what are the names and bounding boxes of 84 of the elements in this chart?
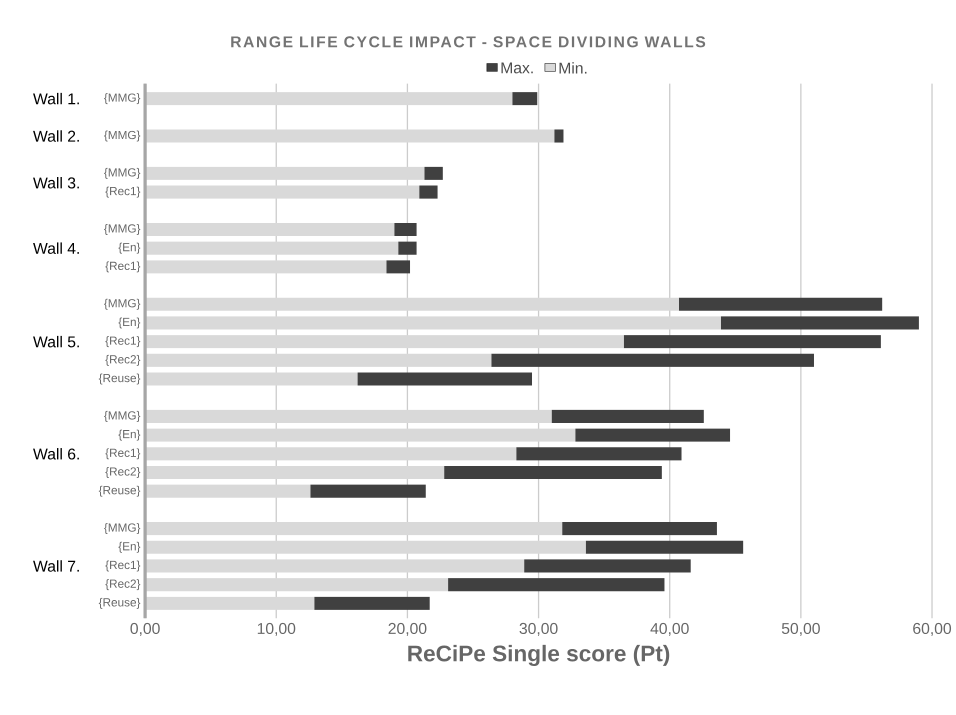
y-tick-label: {Reuse} [98, 486, 140, 497]
x-tick-label: 30,00 [520, 622, 558, 636]
y-tick-label: {MMG} [104, 410, 140, 422]
bar [424, 166, 443, 180]
x-tick-label: 0,00 [130, 622, 160, 636]
y-tick-label: {Reuse} [98, 598, 140, 609]
legend-label: Min. [560, 62, 586, 74]
x-tick-label: 50,00 [782, 622, 820, 636]
x-tick-label: 10,00 [258, 622, 296, 636]
bar [720, 316, 919, 330]
y-tick-label: {En} [118, 317, 140, 328]
x-tick-label: 60,00 [913, 622, 952, 636]
bar [145, 522, 562, 536]
chart-title: RANGE LIFE CYCLE IMPACT - SPACE DIVIDING WALLS [231, 36, 706, 48]
y-tick-label: {Rec2} [105, 579, 140, 590]
bar [145, 298, 679, 311]
bar [394, 222, 417, 236]
bar [145, 372, 358, 386]
bar [145, 129, 554, 143]
bar [524, 559, 691, 572]
bar [145, 410, 552, 423]
bar [145, 484, 310, 498]
bar [552, 410, 704, 423]
x-axis-title: ReCiPe Single score (Pt) [408, 644, 670, 666]
bar [678, 298, 882, 311]
y-tick-label: {MMG} [104, 130, 140, 142]
bar [444, 466, 662, 480]
bar [145, 540, 586, 554]
y-tick-label: {MMG} [104, 168, 140, 179]
y-tick-label: {En} [118, 430, 140, 441]
bar [145, 260, 386, 274]
bar [145, 447, 516, 460]
y-tick-label: {Rec1} [105, 261, 140, 272]
bar [310, 484, 426, 498]
bar [562, 522, 717, 536]
y-tick-label: {MMG} [104, 93, 140, 104]
bar [419, 186, 438, 199]
y-tick-label: {Rec2} [105, 354, 140, 366]
bar [512, 92, 538, 106]
text: Wall 2. [33, 130, 79, 142]
bar [516, 447, 682, 460]
bar [448, 578, 664, 592]
y-tick-label: {Rec1} [105, 336, 140, 348]
bar [586, 540, 744, 554]
bar [314, 596, 430, 610]
bar [145, 559, 524, 572]
bar [145, 186, 420, 199]
y-tick-label: {Reuse} [98, 374, 140, 384]
bar [145, 166, 424, 180]
y-tick-label: {MMG} [104, 523, 140, 534]
bar [624, 335, 881, 348]
text: Wall 7. [33, 560, 79, 572]
bar [145, 222, 394, 236]
y-tick-label: {Rec1} [105, 448, 140, 460]
x-tick-label: 20,00 [388, 622, 426, 636]
bar [398, 242, 417, 255]
bar [145, 335, 624, 348]
bar [145, 242, 398, 255]
text: Wall 1. [33, 92, 79, 104]
y-tick-label: {En} [118, 542, 140, 553]
legend-label: Max. [502, 62, 533, 74]
y-tick-label: {MMG} [104, 298, 140, 310]
bar [145, 354, 492, 367]
text: Wall 4. [33, 242, 79, 254]
text: Wall 3. [33, 176, 79, 188]
text: Wall 6. [33, 448, 79, 460]
y-tick-label: {En} [118, 242, 140, 254]
bar [358, 372, 532, 386]
x-tick-label: 40,00 [650, 622, 689, 636]
bar [145, 316, 721, 330]
bar [145, 428, 576, 442]
bar [491, 354, 814, 367]
bar [145, 466, 444, 480]
y-tick-label: {MMG} [104, 224, 140, 235]
bar [386, 260, 410, 274]
y-tick-label: {Rec1} [105, 186, 140, 198]
text: Wall 5. [33, 336, 79, 348]
y-tick-label: {Rec1} [105, 560, 140, 572]
bar [554, 129, 564, 143]
bar [145, 578, 448, 592]
bar [145, 92, 512, 106]
bar [575, 428, 730, 442]
y-tick-label: {Rec2} [105, 466, 140, 478]
bar [145, 596, 314, 610]
